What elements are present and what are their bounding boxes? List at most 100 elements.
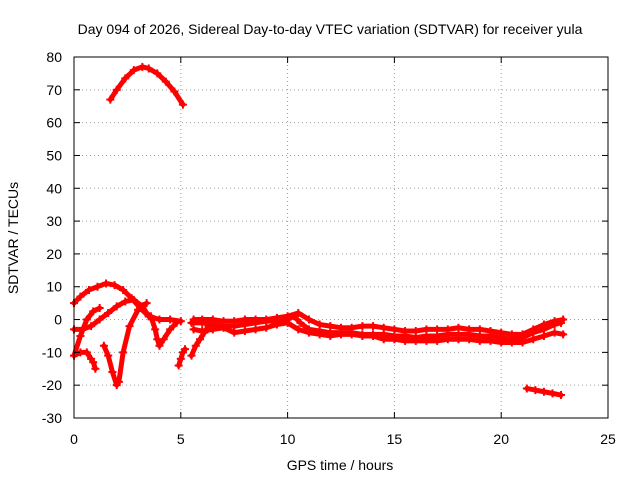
data-point <box>518 330 527 339</box>
data-point <box>294 325 303 334</box>
data-point <box>251 315 260 324</box>
data-point <box>539 320 548 329</box>
data-point <box>95 304 104 313</box>
data-point <box>369 322 378 331</box>
data-point <box>465 335 474 344</box>
data-point <box>121 297 130 306</box>
data-point <box>108 368 117 377</box>
y-tick-label: 70 <box>46 82 62 98</box>
data-point <box>119 286 128 295</box>
data-point <box>240 315 249 324</box>
data-point <box>283 312 292 321</box>
data-point <box>347 323 356 332</box>
y-tick-label: 30 <box>46 213 62 229</box>
data-point <box>550 328 559 337</box>
data-point <box>251 325 260 334</box>
data-point <box>198 315 207 324</box>
data-point <box>129 66 138 75</box>
data-point <box>187 351 196 360</box>
y-tick-label: 50 <box>46 147 62 163</box>
data-point <box>475 325 484 334</box>
series-descending-piece <box>146 312 181 350</box>
y-axis-label: SDTVAR / TECUs <box>5 182 21 294</box>
data-point <box>196 335 205 344</box>
data-point <box>82 315 91 324</box>
data-point <box>155 341 164 350</box>
data-point <box>125 322 134 331</box>
y-tick-label: 20 <box>46 246 62 262</box>
data-point <box>379 323 388 332</box>
data-point <box>390 335 399 344</box>
data-point <box>189 325 198 334</box>
axis-ticks: 0 5 10 15 20 25 -30 -20 -10 0 10 20 30 40 50 60 70 80 <box>42 49 616 447</box>
data-point <box>110 281 119 290</box>
y-tick-label: 10 <box>46 279 62 295</box>
data-point <box>379 335 388 344</box>
data-point <box>159 335 168 344</box>
data-point <box>146 312 155 321</box>
data-point <box>112 85 121 94</box>
data-point <box>315 330 324 339</box>
series-low-segment <box>522 384 566 400</box>
data-point <box>99 341 108 350</box>
data-point <box>548 389 557 398</box>
data-point <box>422 336 431 345</box>
data-point <box>189 315 198 324</box>
series-line-high-arc <box>107 64 186 108</box>
x-tick-label: 15 <box>387 431 403 447</box>
data-point <box>411 336 420 345</box>
data-point <box>539 387 548 396</box>
data-point <box>262 323 271 332</box>
data-point <box>89 307 98 316</box>
data-point <box>296 318 305 327</box>
data-point <box>138 62 147 71</box>
data-point <box>153 69 162 78</box>
data-point <box>84 286 93 295</box>
data-point <box>337 323 345 332</box>
data-point <box>91 364 100 373</box>
data-point <box>559 315 568 324</box>
data-point <box>104 308 113 317</box>
chart-title: Day 094 of 2026, Sidereal Day-to-day VTE… <box>78 21 583 37</box>
data-point <box>422 325 431 334</box>
series-line-middle-arc <box>71 297 152 332</box>
data-point <box>119 348 128 357</box>
data-point <box>208 325 217 334</box>
grid-lines <box>74 57 608 418</box>
data-point <box>507 330 516 339</box>
data-point <box>106 95 115 104</box>
data-point <box>497 338 506 347</box>
data-point <box>358 322 367 331</box>
data-point <box>89 358 98 367</box>
data-point <box>142 299 151 308</box>
data-point <box>531 386 540 395</box>
data-point <box>433 336 442 345</box>
data-point <box>559 330 568 339</box>
y-tick-label: -10 <box>42 344 62 360</box>
data-point <box>539 331 548 340</box>
data-point <box>76 331 85 340</box>
series-short-rise <box>174 345 190 370</box>
data-point <box>304 315 313 324</box>
data-point <box>181 345 190 354</box>
data-point <box>529 335 538 344</box>
data-point <box>522 384 531 393</box>
x-tick-label: 20 <box>493 431 509 447</box>
data-point <box>518 338 527 347</box>
data-point <box>315 320 324 329</box>
data-point <box>369 331 378 340</box>
data-point <box>326 331 335 340</box>
data-point <box>134 305 143 314</box>
data-point <box>166 325 175 334</box>
data-point <box>557 391 566 400</box>
data-point <box>198 327 207 336</box>
data-point <box>497 328 506 337</box>
data-point <box>172 318 181 327</box>
data-point <box>443 325 452 334</box>
data-point <box>129 295 138 304</box>
y-tick-label: -30 <box>42 410 62 426</box>
data-point <box>390 325 399 334</box>
x-tick-label: 5 <box>177 431 185 447</box>
data-point <box>304 328 313 337</box>
